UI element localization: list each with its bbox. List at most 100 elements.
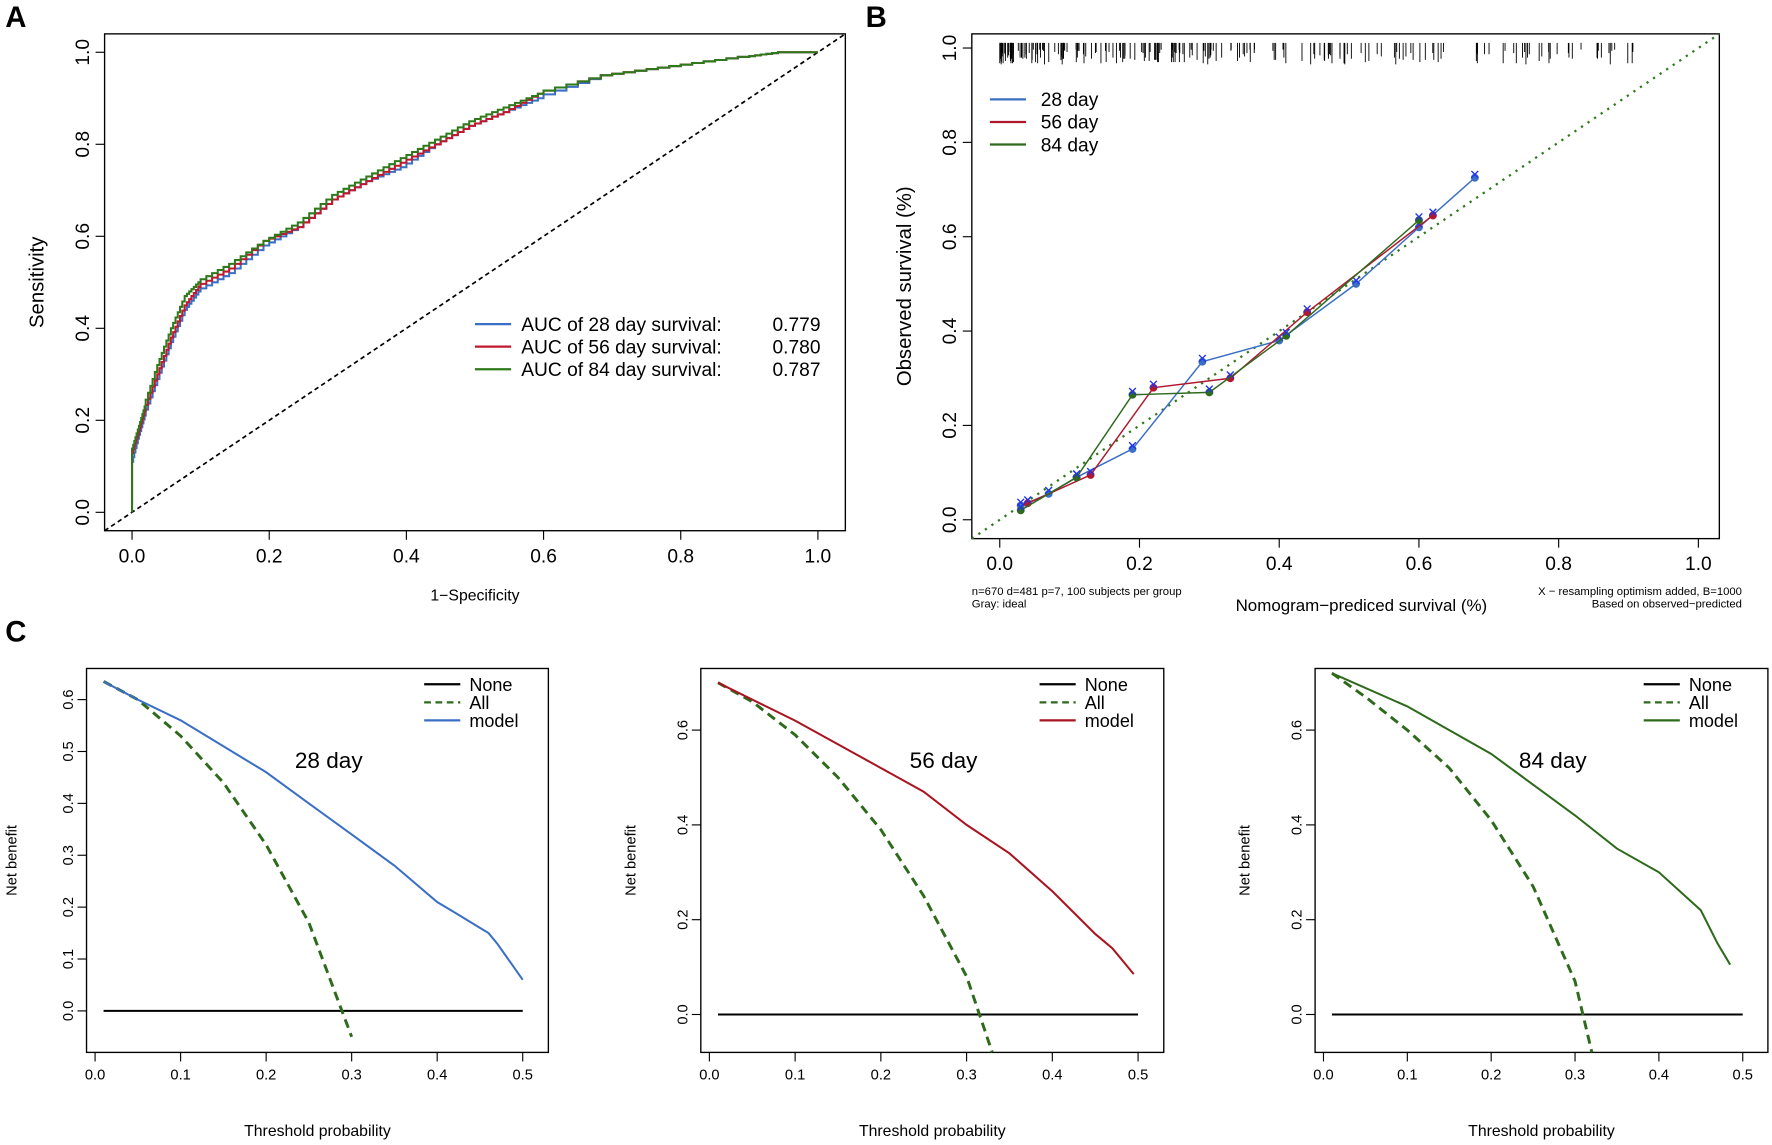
optimism-x-mark bbox=[1016, 503, 1025, 511]
y-tick-label: 0.2 bbox=[61, 897, 77, 917]
legend-label: model bbox=[469, 711, 518, 731]
legend-auc: 0.787 bbox=[772, 360, 820, 381]
legend-label: None bbox=[1085, 675, 1128, 695]
y-tick-label: 0.1 bbox=[61, 949, 77, 969]
x-tick-label: 0.4 bbox=[1266, 554, 1293, 575]
y-tick-label: 0.0 bbox=[61, 1001, 77, 1021]
x-axis-label: Threshold probability bbox=[244, 1123, 391, 1140]
x-tick-label: 0.1 bbox=[1397, 1068, 1417, 1084]
optimism-x-mark bbox=[1303, 304, 1312, 313]
x-tick-label: 0.3 bbox=[956, 1068, 976, 1084]
x-tick-label: 0.4 bbox=[1649, 1068, 1669, 1084]
legend-auc: 0.779 bbox=[772, 315, 820, 336]
series-line-2 bbox=[717, 681, 1135, 975]
x-tick-label: 0.2 bbox=[256, 1068, 276, 1084]
legend-label: All bbox=[1689, 693, 1709, 713]
x-tick-label: 0.8 bbox=[1545, 554, 1572, 575]
x-tick-label: 0.0 bbox=[1313, 1068, 1333, 1084]
x-tick-label: 0.5 bbox=[1128, 1068, 1148, 1084]
y-tick-label: 0.6 bbox=[1290, 720, 1306, 740]
legend-label: 84 day bbox=[1041, 135, 1099, 156]
y-axis-label: Sensitivity bbox=[27, 236, 49, 328]
note-left: n=670 d=481 p=7, 100 subjects per group bbox=[972, 586, 1182, 598]
panel-label: B bbox=[866, 1, 887, 34]
y-tick-label: 0.2 bbox=[940, 412, 961, 439]
y-tick-label: 0.6 bbox=[940, 223, 961, 250]
x-tick-label: 0.2 bbox=[1481, 1068, 1501, 1084]
y-tick-label: 0.8 bbox=[940, 129, 961, 156]
x-tick-label: 0.3 bbox=[341, 1068, 361, 1084]
x-axis-label: Threshold probability bbox=[859, 1123, 1006, 1140]
panel-label: A bbox=[5, 1, 26, 34]
x-tick-label: 0.0 bbox=[85, 1068, 105, 1084]
optimism-x-mark bbox=[1282, 328, 1291, 337]
y-axis-label: Net benefit bbox=[623, 825, 639, 896]
ideal-line bbox=[971, 32, 1720, 540]
x-axis-label: Nomogram−prediced survival (%) bbox=[1236, 596, 1488, 615]
x-axis-label: 1−Specificity bbox=[430, 588, 519, 605]
x-tick-label: 0.5 bbox=[513, 1068, 533, 1084]
series-line-1 bbox=[1027, 214, 1434, 504]
y-tick-label: 0.2 bbox=[675, 910, 691, 930]
optimism-x-mark bbox=[1023, 495, 1032, 504]
x-tick-label: 0.0 bbox=[119, 546, 146, 567]
series-line-0 bbox=[1020, 177, 1476, 507]
legend-label: All bbox=[1085, 693, 1105, 713]
panel-2: C 0.0 0.1 0.2 0.3 0.4 0.5 0.0 0.1 0.2 0.3 0.4 0.5 0.6… bbox=[5, 615, 550, 1140]
panel-4: 0.0 0.1 0.2 0.3 0.4 0.5 0.0 0.2 0.4 0.6 Threshold … bbox=[1238, 667, 1769, 1140]
optimism-x-mark bbox=[1072, 470, 1081, 478]
x-tick-label: 0.6 bbox=[1406, 554, 1433, 575]
y-tick-label: 0.6 bbox=[61, 689, 77, 709]
y-tick-label: 1.0 bbox=[73, 39, 94, 66]
panel-title: 28 day bbox=[295, 748, 364, 773]
plot-frame bbox=[971, 33, 1721, 540]
optimism-x-mark bbox=[1128, 441, 1137, 450]
x-tick-label: 0.0 bbox=[986, 554, 1013, 575]
y-tick-label: 0.4 bbox=[61, 793, 77, 813]
y-tick-label: 0.0 bbox=[73, 499, 94, 526]
x-axis-label: Threshold probability bbox=[1468, 1123, 1615, 1140]
series-line-1 bbox=[1331, 672, 1594, 1053]
y-tick-label: 0.2 bbox=[73, 407, 94, 434]
x-tick-label: 0.4 bbox=[1042, 1068, 1062, 1084]
optimism-x-mark bbox=[1470, 170, 1479, 179]
x-tick-label: 0.0 bbox=[699, 1068, 719, 1084]
plot-frame bbox=[103, 33, 847, 532]
optimism-x-mark bbox=[1128, 387, 1137, 396]
x-tick-label: 0.4 bbox=[427, 1068, 447, 1084]
panel-0: A 0.0 0.2 0.4 0.6 0.8 1.0 0.0 0.2 0.4 0.6 0.8 1.0 1−S… bbox=[5, 1, 847, 605]
legend-label: None bbox=[469, 675, 512, 695]
plot-frame bbox=[1314, 667, 1769, 1054]
x-tick-label: 1.0 bbox=[805, 546, 832, 567]
note-left: Gray: ideal bbox=[972, 599, 1027, 611]
x-tick-label: 0.2 bbox=[256, 546, 283, 567]
optimism-x-mark bbox=[1226, 370, 1235, 379]
optimism-x-mark bbox=[1198, 354, 1207, 363]
y-tick-label: 0.0 bbox=[675, 1004, 691, 1024]
series-line-1 bbox=[717, 681, 994, 1053]
legend-label: All bbox=[469, 693, 489, 713]
x-tick-label: 0.1 bbox=[785, 1068, 805, 1084]
panel-title: 56 day bbox=[910, 748, 979, 773]
y-tick-label: 1.0 bbox=[940, 35, 961, 62]
optimism-x-mark bbox=[1429, 208, 1437, 216]
x-tick-label: 0.3 bbox=[1565, 1068, 1585, 1084]
plot-frame bbox=[700, 667, 1165, 1054]
y-axis-label: Net benefit bbox=[1238, 825, 1254, 896]
optimism-x-mark bbox=[1415, 212, 1423, 221]
legend-auc: 0.780 bbox=[772, 337, 820, 358]
x-tick-label: 0.2 bbox=[1126, 554, 1153, 575]
series-line-2 bbox=[103, 680, 524, 981]
y-axis-label: Observed survival (%) bbox=[894, 186, 916, 386]
y-tick-label: 0.4 bbox=[675, 815, 691, 835]
x-tick-label: 0.5 bbox=[1733, 1068, 1753, 1084]
panel-1: B 0.0 0.2 0.4 0.6 0.8 1.0 0.0 0.2 0.4 0.6 0.8 1.0 Nom… bbox=[866, 1, 1742, 615]
optimism-x-mark bbox=[1205, 385, 1214, 393]
legend-label: 28 day bbox=[1041, 90, 1099, 111]
x-tick-label: 0.2 bbox=[871, 1068, 891, 1084]
series-line-2 bbox=[131, 51, 818, 513]
legend-label: None bbox=[1689, 675, 1732, 695]
y-tick-label: 0.0 bbox=[1290, 1004, 1306, 1024]
y-axis-label: Net benefit bbox=[5, 825, 21, 896]
